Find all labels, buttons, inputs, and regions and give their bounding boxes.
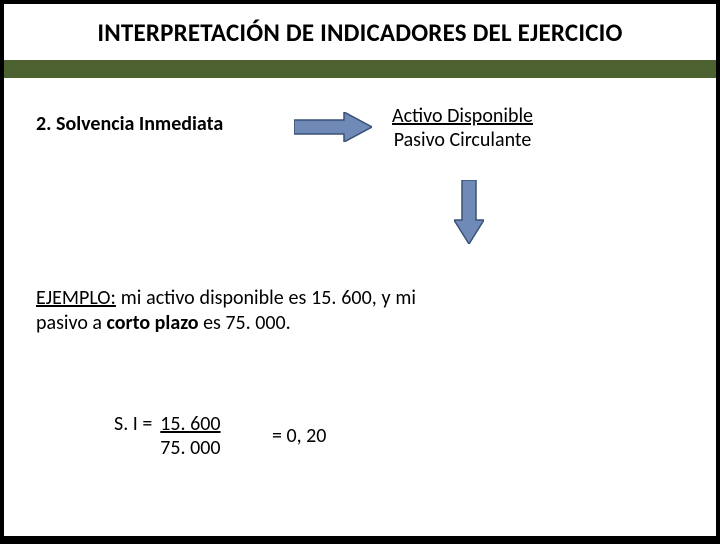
slide: INTERPRETACIÓN DE INDICADORES DEL EJERCI… xyxy=(4,4,716,536)
arrow-right-icon xyxy=(294,112,372,147)
calc-denominator: 75. 000 xyxy=(160,436,220,460)
example-text-bold: corto plazo xyxy=(107,311,199,335)
example-label: EJEMPLO: xyxy=(36,286,116,310)
example-text-2: es 75. 000. xyxy=(199,311,291,335)
formula-numerator: Activo Disponible xyxy=(392,104,533,128)
arrow-down-icon xyxy=(454,180,484,249)
formula-fraction: Activo Disponible Pasivo Circulante xyxy=(392,104,533,152)
page-title: INTERPRETACIÓN DE INDICADORES DEL EJERCI… xyxy=(97,17,622,48)
title-underline-band xyxy=(4,60,716,78)
calc-numerator: 15. 600 xyxy=(160,412,220,436)
section-heading: 2. Solvencia Inmediata xyxy=(36,112,223,136)
calc-lhs: S. I = xyxy=(114,412,152,436)
example-paragraph: EJEMPLO: mi activo disponible es 15. 600… xyxy=(36,286,416,336)
calc-fraction: 15. 600 75. 000 xyxy=(160,412,220,460)
calc-result: = 0, 20 xyxy=(272,424,326,448)
title-bar: INTERPRETACIÓN DE INDICADORES DEL EJERCI… xyxy=(4,4,716,60)
calculation: S. I = 15. 600 75. 000 xyxy=(114,412,221,460)
formula-denominator: Pasivo Circulante xyxy=(392,128,533,152)
